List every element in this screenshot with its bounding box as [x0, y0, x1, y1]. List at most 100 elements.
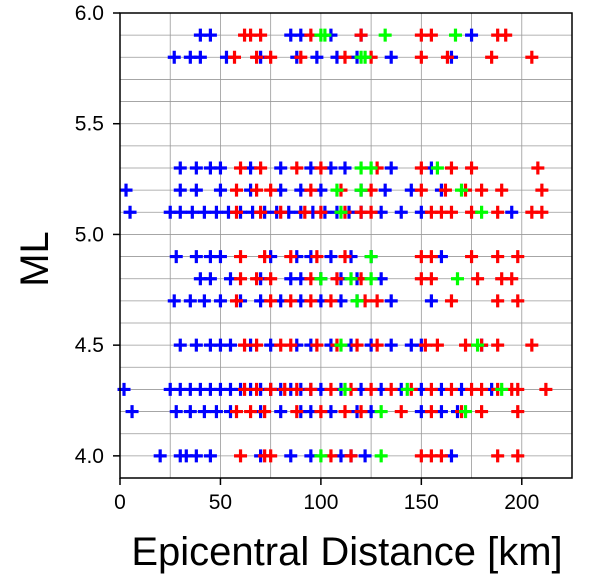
- data-point: [223, 338, 237, 352]
- data-point: [334, 205, 348, 219]
- axis-ticks: [113, 12, 523, 485]
- data-point: [234, 449, 248, 463]
- data-point: [511, 449, 525, 463]
- data-point: [250, 338, 264, 352]
- data-point: [264, 272, 278, 286]
- data-point: [430, 161, 444, 175]
- data-point: [414, 161, 428, 175]
- series-1: [117, 28, 519, 463]
- data-point: [294, 50, 308, 64]
- y-tick-label: 5.0: [75, 223, 104, 246]
- data-point: [230, 183, 244, 197]
- data-point: [475, 382, 489, 396]
- data-point: [228, 50, 242, 64]
- data-point: [400, 382, 414, 396]
- series-2: [228, 28, 553, 463]
- data-point: [374, 449, 388, 463]
- data-point: [234, 250, 248, 264]
- data-point: [370, 294, 384, 308]
- x-tick-label: 200: [504, 491, 539, 514]
- x-axis-label: Epicentral Distance [km]: [131, 530, 562, 574]
- data-point: [189, 449, 203, 463]
- data-point: [213, 161, 227, 175]
- x-tick-label: 100: [303, 491, 338, 514]
- y-tick-label: 4.0: [75, 445, 104, 468]
- y-tick-label: 6.0: [75, 2, 104, 25]
- data-point: [264, 449, 278, 463]
- data-point: [525, 50, 539, 64]
- data-point: [189, 338, 203, 352]
- data-point: [290, 382, 304, 396]
- data-point: [119, 183, 133, 197]
- data-point: [465, 28, 479, 42]
- data-point: [197, 205, 211, 219]
- data-point: [189, 161, 203, 175]
- data-point: [444, 205, 458, 219]
- data-point: [310, 50, 324, 64]
- x-tick-label: 150: [404, 491, 439, 514]
- x-tick-labels: 0 50 100 150 200: [114, 491, 539, 514]
- data-point: [250, 50, 264, 64]
- data-point: [304, 382, 318, 396]
- data-point: [213, 294, 227, 308]
- data-point: [364, 272, 378, 286]
- data-point: [370, 338, 384, 352]
- data-point: [459, 338, 473, 352]
- data-point: [338, 405, 352, 419]
- data-point: [354, 183, 368, 197]
- data-point: [238, 382, 252, 396]
- data-point: [440, 50, 454, 64]
- data-point: [209, 205, 223, 219]
- data-point: [338, 161, 352, 175]
- data-point: [258, 405, 272, 419]
- data-point: [330, 183, 344, 197]
- data-point: [338, 250, 352, 264]
- data-point: [394, 205, 408, 219]
- data-point: [310, 250, 324, 264]
- data-point: [314, 405, 328, 419]
- data-point: [304, 183, 318, 197]
- data-point: [491, 294, 505, 308]
- data-point: [491, 205, 505, 219]
- data-point: [384, 294, 398, 308]
- data-point: [167, 294, 181, 308]
- data-point: [338, 382, 352, 396]
- data-point: [354, 405, 368, 419]
- data-point: [324, 382, 338, 396]
- data-point: [183, 294, 197, 308]
- data-point: [290, 405, 304, 419]
- data-point: [475, 405, 489, 419]
- data-point: [465, 250, 479, 264]
- data-point: [193, 50, 207, 64]
- data-point: [495, 382, 509, 396]
- data-point: [203, 449, 217, 463]
- data-point: [418, 338, 432, 352]
- data-point: [465, 161, 479, 175]
- y-tick-labels: 4.0 4.5 5.0 5.5 6.0: [75, 2, 104, 468]
- data-point: [238, 338, 252, 352]
- data-point: [471, 272, 485, 286]
- data-point: [167, 50, 181, 64]
- data-point: [495, 183, 509, 197]
- data-point: [358, 50, 372, 64]
- data-point: [434, 449, 448, 463]
- data-point: [475, 183, 489, 197]
- data-point: [485, 50, 499, 64]
- data-point: [324, 250, 338, 264]
- data-point: [290, 161, 304, 175]
- data-point: [318, 28, 332, 42]
- data-point: [378, 183, 392, 197]
- data-point: [183, 405, 197, 419]
- data-point: [230, 405, 244, 419]
- data-point: [424, 382, 438, 396]
- data-point: [414, 183, 428, 197]
- data-point: [444, 294, 458, 308]
- data-point: [314, 272, 328, 286]
- data-point: [314, 205, 328, 219]
- data-point: [264, 50, 278, 64]
- data-point: [450, 272, 464, 286]
- data-point: [384, 338, 398, 352]
- data-point: [185, 205, 199, 219]
- data-point: [414, 50, 428, 64]
